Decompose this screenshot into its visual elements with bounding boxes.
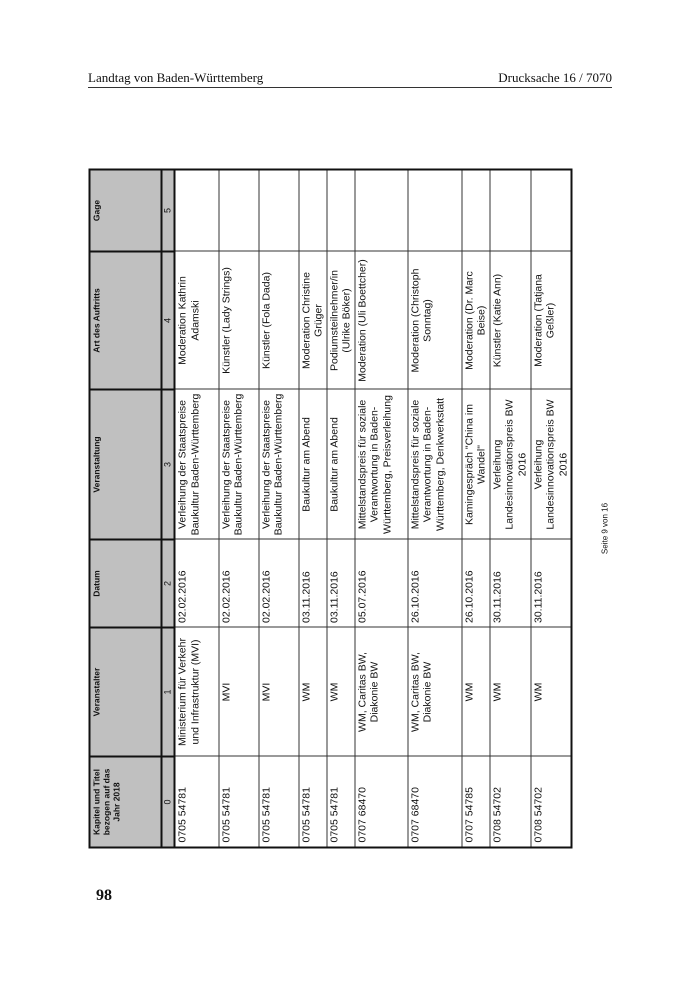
table-cell: 02.02.2016 bbox=[258, 539, 298, 627]
table-cell: 30.11.2016 bbox=[489, 539, 530, 627]
table-cell: 0707 54785 bbox=[461, 756, 489, 847]
table-container: Kapitel und Titel bezogen auf das Jahr 2… bbox=[88, 168, 572, 848]
table-cell: WM bbox=[298, 627, 326, 756]
table-row: 0705 54781 WM 03.11.2016 Baukultur am Abend… bbox=[298, 169, 326, 847]
column-number: 2 bbox=[161, 539, 174, 627]
page-footer: Seite 9 von 16 bbox=[600, 502, 610, 555]
table-cell: Podiumsteilnehmer/in (Ulrike Böker) bbox=[326, 251, 354, 389]
column-number: 1 bbox=[161, 627, 174, 756]
table-cell: Moderation (Christoph Sonntag) bbox=[407, 251, 461, 389]
table-cell: Verleihung Landesinnovationspreis BW 201… bbox=[530, 389, 571, 539]
table-cell: Moderation (Dr. Marc Beise) bbox=[461, 251, 489, 389]
header-divider bbox=[88, 87, 612, 88]
table-cell: 02.02.2016 bbox=[218, 539, 258, 627]
table-cell: Moderation Christine Grüger bbox=[298, 251, 326, 389]
table-row: 0708 54702 WM 30.11.2016 Verleihung Landesi… bbox=[489, 169, 530, 847]
table-header-row: Kapitel und Titel bezogen auf das Jahr 2… bbox=[89, 169, 161, 847]
table-cell: 0708 54702 bbox=[489, 756, 530, 847]
table-cell: Verleihung der Staatspreise Baukultur Ba… bbox=[218, 389, 258, 539]
table-row: 0705 54781 MVI 02.02.2016 Verleihung der St… bbox=[258, 169, 298, 847]
events-table: Kapitel und Titel bezogen auf das Jahr 2… bbox=[88, 168, 572, 848]
table-cell: Moderation (Tatjana Geßler) bbox=[530, 251, 571, 389]
column-header: Kapitel und Titel bezogen auf das Jahr 2… bbox=[89, 756, 161, 847]
table-cell: Verleihung der Staatspreise Baukultur Ba… bbox=[258, 389, 298, 539]
table-row: 0705 54781 MVI 02.02.2016 Verleihung der St… bbox=[218, 169, 258, 847]
table-cell: 0707 68470 bbox=[354, 756, 407, 847]
table-cell: 0705 54781 bbox=[258, 756, 298, 847]
header-document-number: Drucksache 16 / 7070 bbox=[498, 70, 612, 85]
table-cell: Künstler (Katie Ann) bbox=[489, 251, 530, 389]
table-cell: 05.07.2016 bbox=[354, 539, 407, 627]
column-header: Gage bbox=[89, 169, 161, 251]
table-cell bbox=[354, 169, 407, 251]
column-number: 5 bbox=[161, 169, 174, 251]
table-cell: WM, Caritas BW, Diakonie BW bbox=[354, 627, 407, 756]
table-cell: 26.10.2016 bbox=[407, 539, 461, 627]
table-cell bbox=[218, 169, 258, 251]
table-cell: WM bbox=[326, 627, 354, 756]
table-row: 0708 54702 WM 30.11.2016 Verleihung Landesi… bbox=[530, 169, 571, 847]
table-cell bbox=[326, 169, 354, 251]
column-header: Art des Auftritts bbox=[89, 251, 161, 389]
table-cell: Ministerium für Verkehr und Infrastruktu… bbox=[174, 627, 218, 756]
column-number: 4 bbox=[161, 251, 174, 389]
table-cell: 0707 68470 bbox=[407, 756, 461, 847]
table-cell: 26.10.2016 bbox=[461, 539, 489, 627]
table-cell: Moderation Kathrin Adamski bbox=[174, 251, 218, 389]
table-cell: Kamingespräch "China im Wandel" bbox=[461, 389, 489, 539]
header-title: Landtag von Baden-Württemberg bbox=[88, 70, 264, 85]
table-cell bbox=[407, 169, 461, 251]
table-row: 0705 54781 Ministerium für Verkehr und In… bbox=[174, 169, 218, 847]
column-number: 0 bbox=[161, 756, 174, 847]
table-cell: MVI bbox=[218, 627, 258, 756]
table-cell: Baukultur am Abend bbox=[298, 389, 326, 539]
table-cell bbox=[174, 169, 218, 251]
page-number: 98 bbox=[96, 887, 112, 904]
table-row: 0707 68470 WM, Caritas BW, Diakonie BW 05.… bbox=[354, 169, 407, 847]
table-cell: 0708 54702 bbox=[530, 756, 571, 847]
table-cell: 02.02.2016 bbox=[174, 539, 218, 627]
table-cell: Mittelstandspreis für soziale Verantwort… bbox=[354, 389, 407, 539]
column-header: Veranstalter bbox=[89, 627, 161, 756]
table-row: 0707 68470 WM, Caritas BW, Diakonie BW 26.… bbox=[407, 169, 461, 847]
table-cell: 03.11.2016 bbox=[326, 539, 354, 627]
table-cell: WM bbox=[461, 627, 489, 756]
table-cell: 0705 54781 bbox=[174, 756, 218, 847]
table-cell bbox=[298, 169, 326, 251]
table-cell: Verleihung Landesinnovationspreis BW 201… bbox=[489, 389, 530, 539]
table-cell: Künstler (Fola Dada) bbox=[258, 251, 298, 389]
table-cell: 0705 54781 bbox=[326, 756, 354, 847]
table-cell: 03.11.2016 bbox=[298, 539, 326, 627]
table-cell: Verleihung der Staatspreise Baukultur Ba… bbox=[174, 389, 218, 539]
column-header: Datum bbox=[89, 539, 161, 627]
table-cell: WM bbox=[489, 627, 530, 756]
table-cell: 0705 54781 bbox=[298, 756, 326, 847]
table-cell bbox=[258, 169, 298, 251]
table-cell bbox=[489, 169, 530, 251]
table-cell: 0705 54781 bbox=[218, 756, 258, 847]
table-cell: Baukultur am Abend bbox=[326, 389, 354, 539]
table-cell bbox=[461, 169, 489, 251]
table-cell: Künstler (Lady Strings) bbox=[218, 251, 258, 389]
table-cell: WM bbox=[530, 627, 571, 756]
table-cell: Mittelstandspreis für soziale Verantwort… bbox=[407, 389, 461, 539]
table-cell: WM, Caritas BW, Diakonie BW bbox=[407, 627, 461, 756]
table-cell: 30.11.2016 bbox=[530, 539, 571, 627]
table-cell: MVI bbox=[258, 627, 298, 756]
table-cell: Moderation (Uli Boettcher) bbox=[354, 251, 407, 389]
table-row: 0705 54781 WM 03.11.2016 Baukultur am Abend… bbox=[326, 169, 354, 847]
column-number: 3 bbox=[161, 389, 174, 539]
table-row: 0707 54785 WM 26.10.2016 Kamingespräch "Chi… bbox=[461, 169, 489, 847]
column-header: Veranstaltung bbox=[89, 389, 161, 539]
table-cell bbox=[530, 169, 571, 251]
